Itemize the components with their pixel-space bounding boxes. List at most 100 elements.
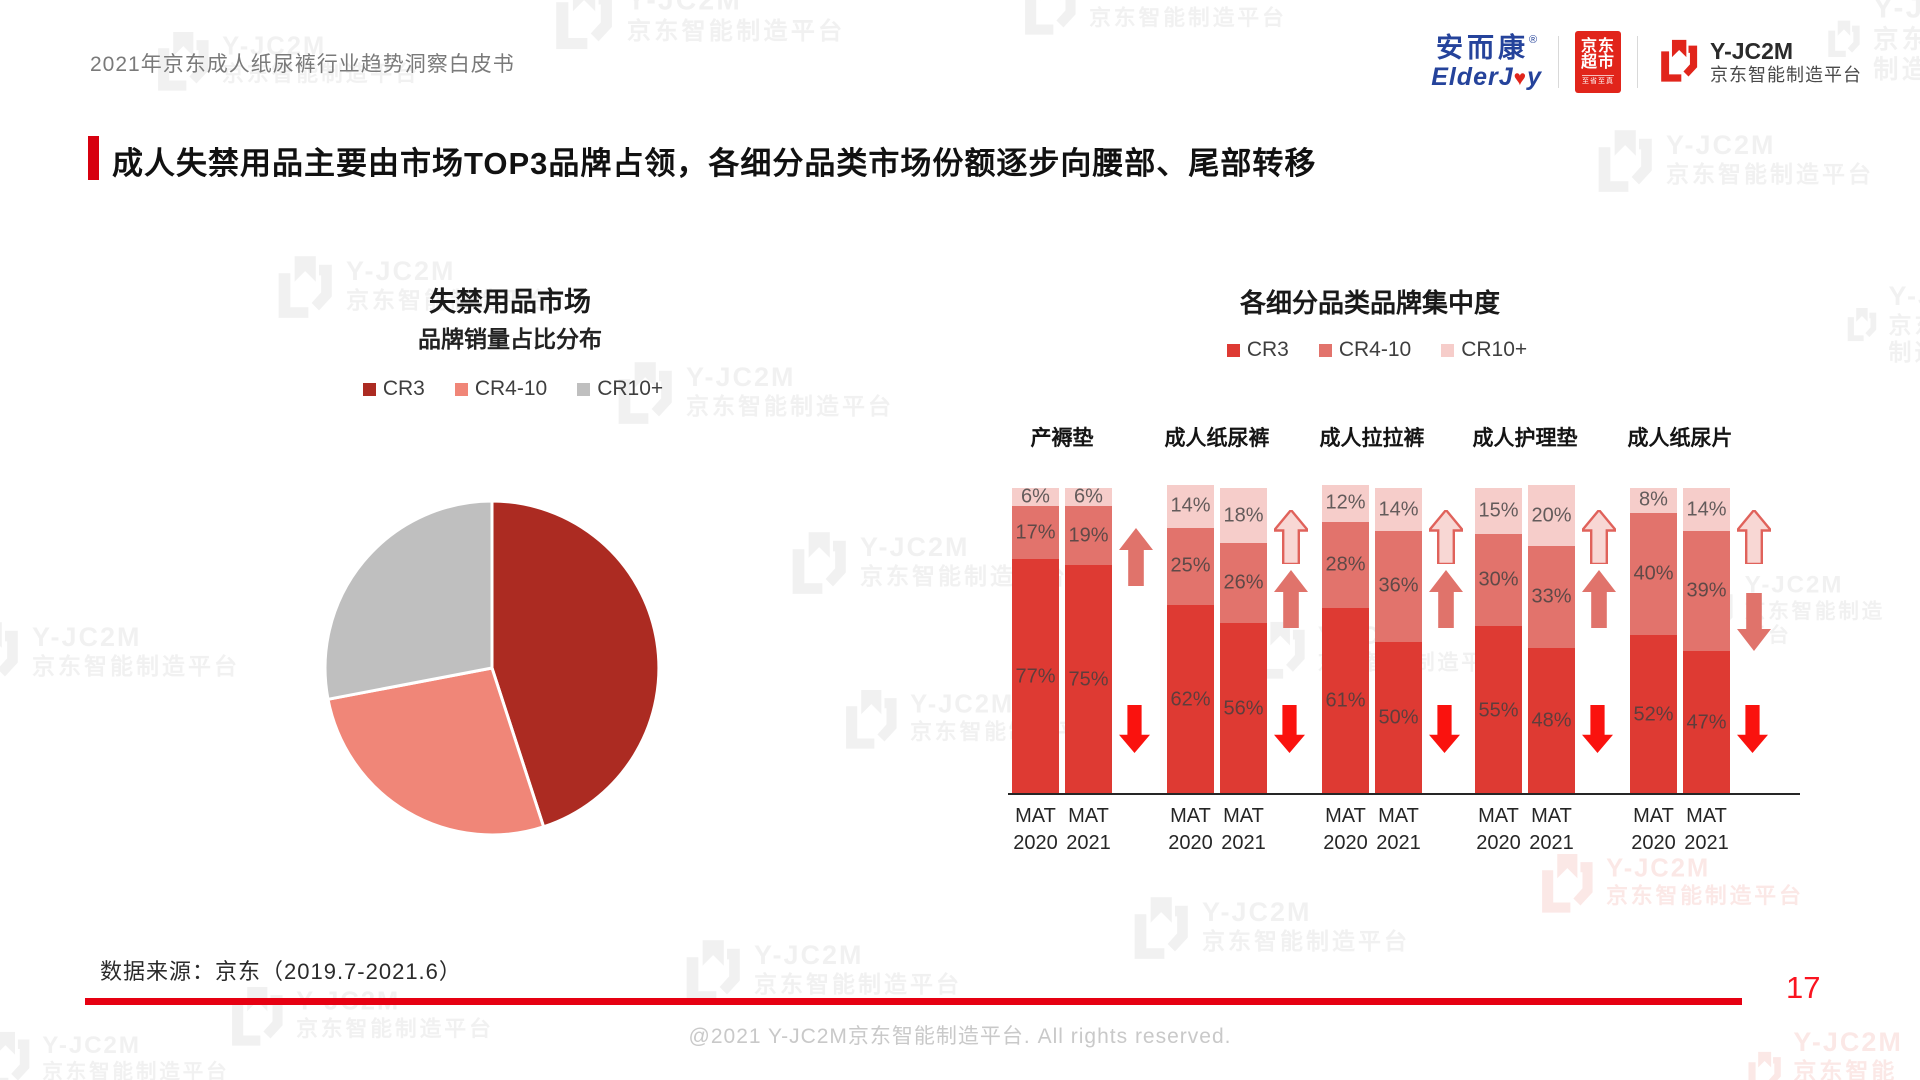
watermark-brand: Y-JC2M — [1089, 0, 1287, 5]
copyright-note: @2021 Y-JC2M京东智能制造平台. All rights reserve… — [688, 1025, 1232, 1048]
bar-segment-cr4-10: 26% — [1220, 543, 1267, 624]
footer-rule — [85, 998, 1742, 1005]
elderjoy-en-right: y — [1527, 62, 1542, 91]
bar-segment-cr4-10: 33% — [1528, 546, 1575, 648]
data-source-note: 数据来源：京东（2019.7-2021.6） — [100, 959, 462, 984]
trend-arrow-cr4-10-up — [1582, 570, 1616, 633]
bar-value-label: 36% — [1378, 574, 1419, 597]
bar-segment-cr10+: 12% — [1322, 484, 1369, 522]
bar-value-label: 40% — [1633, 562, 1674, 585]
bar-value-label: 26% — [1223, 571, 1264, 594]
trend-arrow-cr10+-up — [1734, 508, 1774, 569]
bar-segment-cr4-10: 28% — [1322, 521, 1369, 608]
yjc2m-mark-icon — [1598, 130, 1652, 192]
trend-arrow-cr3-down — [1274, 705, 1305, 758]
bar-value-label: 39% — [1686, 579, 1727, 602]
bar-value-label: 75% — [1068, 668, 1109, 691]
trend-arrow-cr3-down — [1119, 705, 1150, 758]
legend-swatch — [1318, 343, 1332, 357]
watermark-brand: Y-JC2M — [1202, 897, 1312, 928]
bar-segment-cr3: 55% — [1475, 626, 1522, 795]
legend-item-cr3: CR3 — [362, 377, 425, 401]
pie-legend: CR3 CR4-10 CR10+ — [333, 377, 693, 401]
bar-value-label: 25% — [1170, 554, 1211, 577]
bar-segment-cr10+: 18% — [1220, 488, 1267, 544]
pie-chart-title: 失禁用品市场 — [429, 287, 591, 317]
bar-segment-cr10+: 14% — [1375, 488, 1422, 531]
trend-arrow-up-icon — [1271, 508, 1311, 566]
bar-value-label: 14% — [1378, 498, 1419, 520]
trend-arrow-up-icon — [1119, 528, 1153, 586]
trend-arrow-down-icon — [1119, 705, 1150, 753]
trend-arrow-down-icon — [1737, 705, 1768, 753]
bar-value-label: 62% — [1170, 688, 1211, 711]
bar-value-label: 33% — [1531, 585, 1572, 608]
watermark-brand: Y-JC2M — [1606, 854, 1711, 883]
trend-arrow-up-icon — [1429, 570, 1463, 628]
yjc2m-mark-icon — [1847, 308, 1877, 342]
bar-segment-cr3: 61% — [1322, 607, 1369, 795]
page-title: 成人失禁用品主要由市场TOP3品牌占领，各细分品类市场份额逐步向腰部、尾部转移 — [112, 146, 1317, 181]
bar-value-label: 6% — [1074, 485, 1103, 508]
pie-chart — [323, 499, 661, 837]
trend-arrow-up-icon — [1582, 570, 1616, 628]
bar-value-label: 19% — [1068, 524, 1109, 547]
trend-arrow-cr4-10-up — [1429, 570, 1463, 633]
x-tick-label: MAT 2021 — [1221, 805, 1266, 854]
bar-legend: CR3 CR4-10 CR10+ — [1020, 338, 1734, 362]
bar-segment-cr3: 47% — [1683, 650, 1730, 795]
bar-segment-cr3: 75% — [1065, 564, 1112, 795]
category-label: 产褥垫 — [1030, 427, 1094, 450]
bar-segment-cr4-10: 30% — [1475, 534, 1522, 627]
legend-item-cr3: CR3 — [1226, 338, 1289, 362]
watermark-brand: Y-JC2M — [1873, 0, 1920, 24]
legend-item-cr10+: CR10+ — [577, 377, 663, 401]
bar-value-label: 50% — [1378, 706, 1419, 729]
pie-slice-cr4-10 — [326, 666, 546, 837]
bar-x-axis — [1008, 793, 1800, 795]
bar-segment-cr4-10: 17% — [1012, 506, 1059, 559]
bar-segment-cr3: 48% — [1528, 647, 1575, 795]
page-number: 17 — [1786, 970, 1821, 1005]
legend-swatch — [1441, 343, 1455, 357]
watermark-subtitle: 京东智能制造平台 — [686, 393, 894, 420]
category-label: 成人拉拉裤 — [1319, 427, 1425, 450]
bar-segment-cr3: 50% — [1375, 641, 1422, 795]
yjc2m-mark-icon — [1134, 897, 1188, 959]
watermark-subtitle: 京东智能制造平台 — [754, 971, 962, 998]
watermark-brand: Y-JC2M — [686, 362, 796, 393]
x-tick-label: MAT 2020 — [1013, 805, 1058, 854]
logo-divider — [1637, 36, 1638, 88]
watermark-subtitle: 京东智能制造平台 — [1202, 928, 1410, 955]
yjc2m-logo: Y-JC2M 京东智能制造平台 — [1654, 37, 1862, 88]
watermark-brand: Y-JC2M — [626, 0, 742, 17]
trend-arrow-cr3-down — [1582, 705, 1613, 758]
yjc2m-mark-icon — [1661, 39, 1698, 82]
bar-value-label: 55% — [1478, 699, 1519, 722]
yjc2m-mark-icon — [846, 690, 897, 749]
bar-value-label: 61% — [1325, 689, 1366, 712]
bar-value-label: 56% — [1223, 697, 1264, 720]
bar-segment-cr4-10: 40% — [1630, 512, 1677, 636]
watermark-subtitle: 京东智能制造平台 — [1888, 311, 1920, 366]
bar-segment-cr4-10: 25% — [1167, 527, 1214, 605]
bar-value-label: 52% — [1633, 703, 1674, 726]
trend-arrow-cr3-down — [1429, 705, 1460, 758]
jd-supermarket-line2: 超市 — [1580, 54, 1615, 72]
bar-value-label: 12% — [1325, 491, 1366, 514]
bar-segment-cr10+: 15% — [1475, 488, 1522, 535]
legend-label: CR3 — [1246, 338, 1289, 361]
trend-arrow-down-icon — [1582, 705, 1613, 753]
bar-segment-cr3: 56% — [1220, 623, 1267, 795]
legend-swatch — [454, 382, 468, 396]
trend-arrow-cr10+-up — [1426, 508, 1466, 569]
bar-value-label: 14% — [1686, 498, 1727, 520]
bar-category-labels: 产褥垫 成人纸尿裤 成人拉拉裤 成人护理垫 成人纸尿片 — [1012, 422, 1812, 452]
watermark-subtitle: 京东智能制造平台 — [626, 16, 846, 45]
elderjoy-en-left: ElderJ — [1431, 62, 1514, 91]
bar-segment-cr3: 62% — [1167, 604, 1214, 795]
bar-value-label: 15% — [1478, 499, 1519, 522]
